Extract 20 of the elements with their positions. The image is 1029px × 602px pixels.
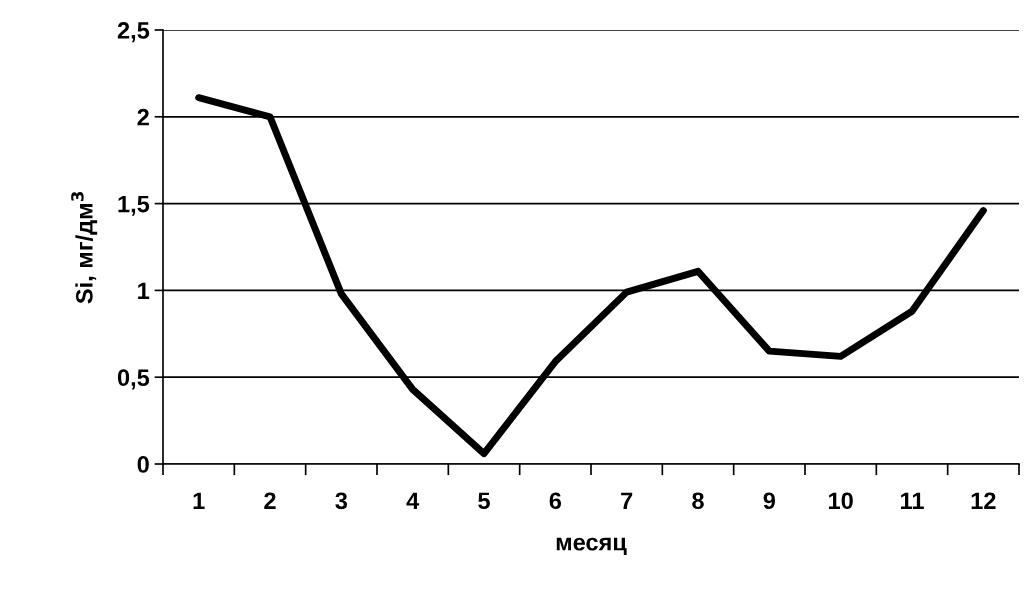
x-tick-label: 2	[264, 492, 276, 509]
x-tick-label: 5	[478, 492, 490, 510]
x-axis-title: месяц	[556, 537, 627, 556]
x-tick-label: 12	[971, 492, 996, 509]
x-tick-label: 6	[549, 492, 562, 510]
y-tick-label: 0	[137, 456, 149, 473]
y-tick-label: 1,5	[118, 195, 150, 216]
y-tick-label: 2	[137, 108, 149, 126]
x-tick-label: 7	[621, 492, 633, 509]
x-tick-label: 8	[692, 492, 704, 510]
x-tick-label: 11	[901, 492, 924, 509]
x-tick-label: 3	[335, 492, 348, 510]
y-axis-title: Si, мг/дм$^{3}$	[71, 191, 98, 304]
x-tick-label: 1	[193, 492, 205, 509]
y-tick-label: 1	[138, 282, 150, 299]
y-tick-label: 2,5	[117, 22, 150, 43]
x-tick-label: 4	[406, 492, 420, 509]
x-tick-label: 10	[829, 492, 853, 510]
x-tick-label: 9	[763, 492, 776, 510]
y-tick-label: 0,5	[117, 369, 150, 390]
